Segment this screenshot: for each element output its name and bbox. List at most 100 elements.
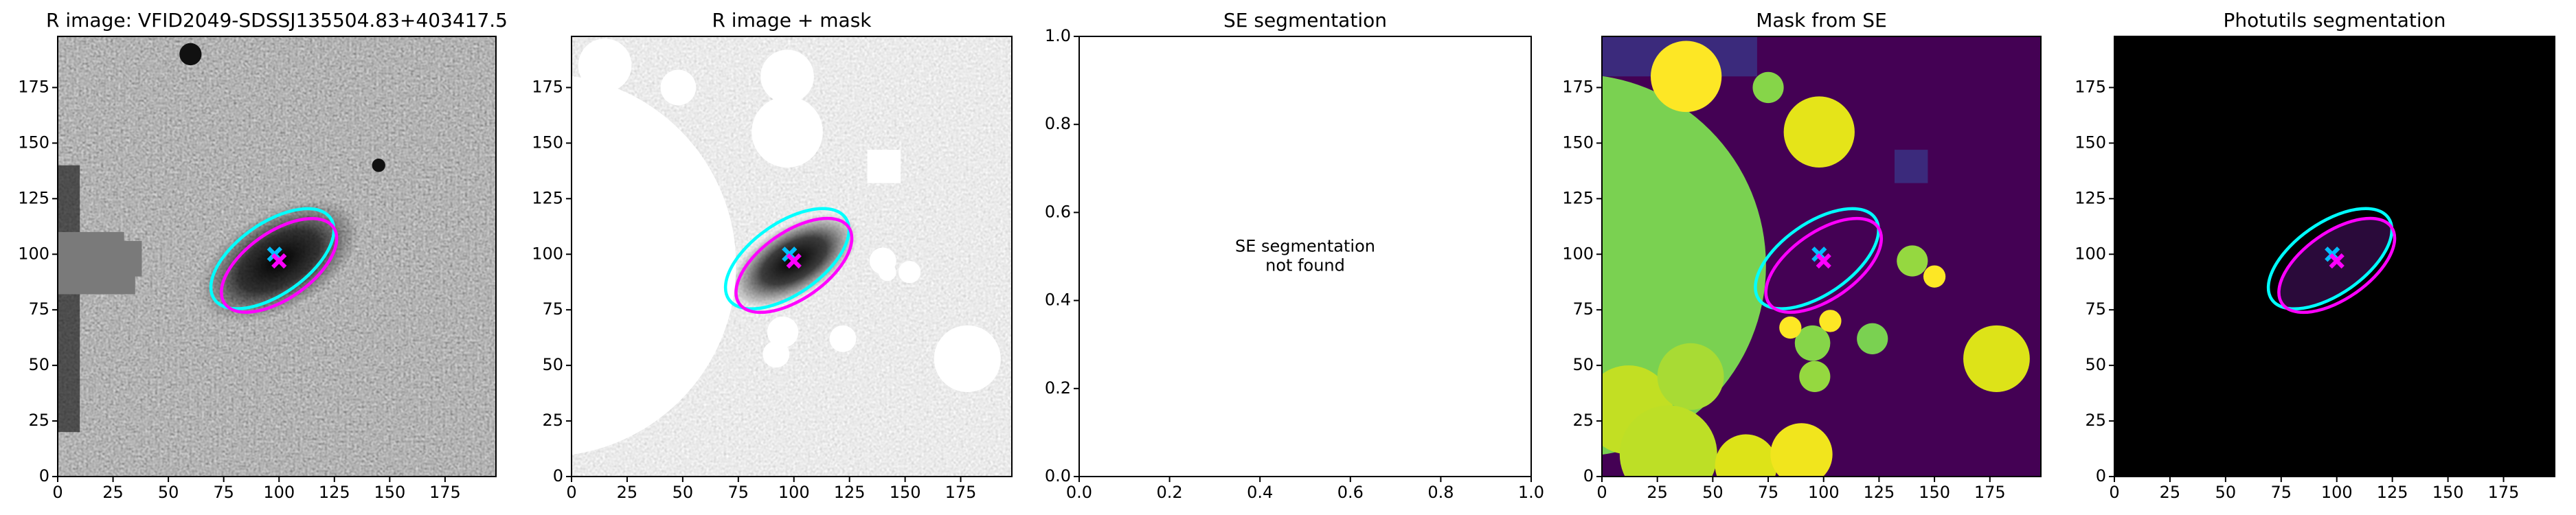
y-tick-label: 0.8 xyxy=(1045,114,1071,133)
annotation: not found xyxy=(1265,256,1345,275)
x-tick-label: 125 xyxy=(1864,483,1895,502)
x-tick-label: 25 xyxy=(1647,483,1668,502)
axes-frame xyxy=(57,36,497,477)
y-tick-label: 175 xyxy=(2075,77,2106,96)
aperture-ellipse xyxy=(2266,207,2394,311)
y-tick-label: 50 xyxy=(542,355,563,374)
x-tick-label: 125 xyxy=(2377,483,2408,502)
axes-frame xyxy=(2114,36,2555,477)
y-tick-label: 100 xyxy=(1562,244,1594,263)
x-tick-label: 0.4 xyxy=(1247,483,1273,502)
y-tick-label: 175 xyxy=(1562,77,1594,96)
annotation: SE segmentation xyxy=(1235,237,1375,256)
x-tick-label: 50 xyxy=(158,483,179,502)
y-tick-label: 25 xyxy=(28,411,49,430)
x-tick-label: 175 xyxy=(1974,483,2006,502)
y-tick-label: 0 xyxy=(2096,466,2106,485)
aperture-ellipse xyxy=(220,216,339,314)
y-tick-label: 100 xyxy=(2075,244,2106,263)
x-tick-label: 0 xyxy=(566,483,576,502)
y-tick-label: 25 xyxy=(542,411,563,430)
y-tick-label: 50 xyxy=(28,355,49,374)
y-tick-label: 75 xyxy=(542,299,563,319)
x-tick-label: 0 xyxy=(2109,483,2119,502)
axes-frame xyxy=(1078,36,1532,477)
x-tick-label: 175 xyxy=(429,483,461,502)
x-tick-label: 25 xyxy=(617,483,638,502)
y-tick-label: 25 xyxy=(2085,411,2106,430)
image xyxy=(58,36,496,477)
y-tick-label: 0.2 xyxy=(1045,378,1071,398)
x-tick-label: 0.2 xyxy=(1157,483,1183,502)
x-tick-label: 75 xyxy=(1758,483,1779,502)
y-tick-label: 125 xyxy=(18,188,49,207)
center-marker xyxy=(786,253,802,269)
y-tick-label: 175 xyxy=(18,77,49,96)
x-tick-label: 1.0 xyxy=(1518,483,1544,502)
aperture-ellipse xyxy=(209,207,336,310)
x-tick-label: 75 xyxy=(728,483,749,502)
x-tick-label: 25 xyxy=(2160,483,2181,502)
x-tick-label: 150 xyxy=(1919,483,1950,502)
axes-frame xyxy=(571,36,1013,477)
x-tick-label: 125 xyxy=(319,483,350,502)
x-tick-label: 50 xyxy=(673,483,694,502)
x-tick-label: 150 xyxy=(374,483,405,502)
y-tick-label: 125 xyxy=(1562,188,1594,207)
panel-title: R image: VFID2049-SDSSJ135504.83+403417.… xyxy=(46,9,508,32)
y-tick-label: 1.0 xyxy=(1045,26,1071,45)
x-tick-label: 0.0 xyxy=(1066,483,1092,502)
image xyxy=(1602,36,2041,477)
panel-title: Photutils segmentation xyxy=(2223,9,2445,32)
y-tick-label: 0.0 xyxy=(1045,466,1071,485)
y-tick-label: 100 xyxy=(532,244,563,263)
panel-title: R image + mask xyxy=(712,9,872,32)
aperture-ellipse xyxy=(1764,216,1884,314)
y-tick-label: 125 xyxy=(2075,188,2106,207)
y-tick-label: 150 xyxy=(1562,133,1594,152)
x-tick-label: 100 xyxy=(2321,483,2353,502)
x-tick-label: 175 xyxy=(2488,483,2520,502)
y-tick-label: 50 xyxy=(2085,355,2106,374)
x-tick-label: 100 xyxy=(263,483,295,502)
x-tick-label: 75 xyxy=(2271,483,2292,502)
y-tick-label: 175 xyxy=(532,77,563,96)
x-tick-label: 175 xyxy=(945,483,977,502)
x-tick-label: 0 xyxy=(1596,483,1607,502)
x-tick-label: 125 xyxy=(834,483,866,502)
aperture-ellipse xyxy=(1754,207,1880,310)
panel-title: Mask from SE xyxy=(1756,9,1887,32)
x-tick-label: 25 xyxy=(102,483,124,502)
y-tick-label: 50 xyxy=(1572,355,1594,374)
x-tick-label: 150 xyxy=(2432,483,2464,502)
x-tick-label: 50 xyxy=(2215,483,2237,502)
x-tick-label: 100 xyxy=(778,483,810,502)
image xyxy=(572,36,1012,477)
panel-title: SE segmentation xyxy=(1223,9,1387,32)
y-tick-label: 150 xyxy=(18,133,49,152)
x-tick-label: 0 xyxy=(52,483,63,502)
y-tick-label: 75 xyxy=(1572,299,1594,319)
y-tick-label: 125 xyxy=(532,188,563,207)
x-tick-label: 100 xyxy=(1808,483,1840,502)
center-marker xyxy=(2329,253,2345,269)
y-tick-label: 0 xyxy=(1583,466,1594,485)
y-tick-label: 0 xyxy=(39,466,49,485)
aperture-ellipse xyxy=(723,207,851,311)
aperture-ellipse xyxy=(2277,216,2397,314)
y-tick-label: 75 xyxy=(2085,299,2106,319)
axes-frame xyxy=(1601,36,2042,477)
x-tick-label: 50 xyxy=(1702,483,1724,502)
x-tick-label: 150 xyxy=(890,483,921,502)
y-tick-label: 0 xyxy=(553,466,563,485)
y-tick-label: 0.6 xyxy=(1045,202,1071,221)
y-tick-label: 150 xyxy=(532,133,563,152)
x-tick-label: 0.6 xyxy=(1337,483,1364,502)
y-tick-label: 25 xyxy=(1572,411,1594,430)
y-tick-label: 0.4 xyxy=(1045,290,1071,310)
y-tick-label: 150 xyxy=(2075,133,2106,152)
y-tick-label: 100 xyxy=(18,244,49,263)
center-marker xyxy=(271,253,287,269)
